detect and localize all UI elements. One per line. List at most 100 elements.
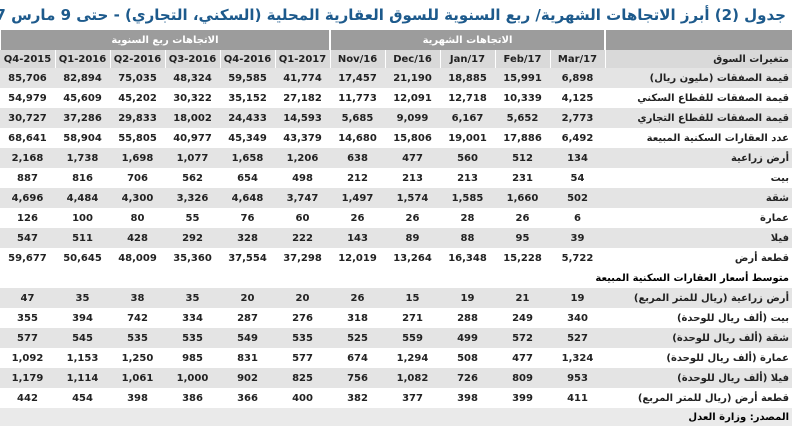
cell-value: 59,677 xyxy=(0,248,55,268)
table-body: قيمة الصفقات (مليون ريال) 6,898 15,991 18,8… xyxy=(0,68,792,426)
cell-value: 377 xyxy=(385,388,440,408)
cell-value: 126 xyxy=(0,208,55,228)
cell-value: 6,898 xyxy=(550,68,605,88)
cell-value: 26 xyxy=(330,208,385,228)
cell-value: 887 xyxy=(0,168,55,188)
cell-value: 287 xyxy=(220,308,275,328)
cell-value: 271 xyxy=(385,308,440,328)
cell-value: 398 xyxy=(110,388,165,408)
cell-value: 535 xyxy=(275,328,330,348)
cell-value: 85,706 xyxy=(0,68,55,88)
cell-value: 535 xyxy=(165,328,220,348)
cell-value: 428 xyxy=(110,228,165,248)
cell-value: 35 xyxy=(165,288,220,308)
row-label: فيلا (ألف ريال للوحدة) xyxy=(605,368,792,388)
data-row: قيمة الصفقات (مليون ريال) 6,898 15,991 18,8… xyxy=(0,68,792,88)
cell-value: 2,773 xyxy=(550,108,605,128)
cell-value: 638 xyxy=(330,148,385,168)
cell-value: 3,326 xyxy=(165,188,220,208)
cell-value: 11,773 xyxy=(330,88,385,108)
data-row: بيت (ألف ريال للوحدة) 340 249 288 271 318 276 2… xyxy=(0,308,792,328)
row-label: قيمة الصفقات للقطاع التجاري xyxy=(605,108,792,128)
blank-header xyxy=(604,30,792,50)
cell-value: 26 xyxy=(330,288,385,308)
cell-value: 545 xyxy=(55,328,110,348)
cell-value: 399 xyxy=(495,388,550,408)
cell-value: 26 xyxy=(495,208,550,228)
row-label: شقة xyxy=(605,188,792,208)
row-label: عمارة xyxy=(605,208,792,228)
cell-value: 477 xyxy=(495,348,550,368)
cell-value: 37,554 xyxy=(220,248,275,268)
column-header: 2017-Q1 xyxy=(274,50,330,68)
cell-value: 27,182 xyxy=(275,88,330,108)
cell-value: 249 xyxy=(495,308,550,328)
cell-value: 511 xyxy=(55,228,110,248)
column-header-row: متغيرات السوق Mar/17 Feb/17 Jan/17 Dec/16 No… xyxy=(0,50,792,68)
cell-value: 276 xyxy=(275,308,330,328)
cell-value: 318 xyxy=(330,308,385,328)
cell-value: 6,167 xyxy=(440,108,495,128)
cell-value: 498 xyxy=(275,168,330,188)
cell-value: 89 xyxy=(385,228,440,248)
section-row: متوسط أسعار العقارات السكنية المبيعة xyxy=(0,268,792,288)
cell-value: 6,492 xyxy=(550,128,605,148)
cell-value: 9,099 xyxy=(385,108,440,128)
cell-value: 1,324 xyxy=(550,348,605,368)
cell-value: 382 xyxy=(330,388,385,408)
cell-value: 477 xyxy=(385,148,440,168)
cell-value: 394 xyxy=(55,308,110,328)
cell-value: 4,300 xyxy=(110,188,165,208)
row-label: بيت xyxy=(605,168,792,188)
cell-value: 54 xyxy=(550,168,605,188)
cell-value: 756 xyxy=(330,368,385,388)
column-header: Dec/16 xyxy=(384,50,440,68)
cell-value: 953 xyxy=(550,368,605,388)
cell-value: 40,977 xyxy=(165,128,220,148)
cell-value: 1,000 xyxy=(165,368,220,388)
cell-value: 15,991 xyxy=(495,68,550,88)
cell-value: 1,061 xyxy=(110,368,165,388)
cell-value: 19 xyxy=(440,288,495,308)
data-row: أرض زراعية 134 512 560 477 638 1,206 1,658 1,077… xyxy=(0,148,792,168)
cell-value: 1,077 xyxy=(165,148,220,168)
row-label: أرض زراعية (ريال للمتر المربع) xyxy=(605,288,792,308)
cell-value: 2,168 xyxy=(0,148,55,168)
data-row: قطعة أرض (ريال للمتر المربع) 411 399 398 377… xyxy=(0,388,792,408)
section-title: متوسط أسعار العقارات السكنية المبيعة xyxy=(0,268,792,288)
column-header: Mar/17 xyxy=(549,50,605,68)
cell-value: 442 xyxy=(0,388,55,408)
cell-value: 726 xyxy=(440,368,495,388)
cell-value: 58,904 xyxy=(55,128,110,148)
cell-value: 5,722 xyxy=(550,248,605,268)
cell-value: 37,298 xyxy=(275,248,330,268)
cell-value: 20 xyxy=(275,288,330,308)
cell-value: 37,286 xyxy=(55,108,110,128)
cell-value: 3,747 xyxy=(275,188,330,208)
cell-value: 41,774 xyxy=(275,68,330,88)
cell-value: 80 xyxy=(110,208,165,228)
data-row: بيت 54 231 213 213 212 498 654 562 706 816 887 xyxy=(0,168,792,188)
cell-value: 328 xyxy=(220,228,275,248)
cell-value: 212 xyxy=(330,168,385,188)
row-label: قيمة الصفقات (مليون ريال) xyxy=(605,68,792,88)
source-row: المصدر: وزارة العدل xyxy=(0,408,792,426)
cell-value: 222 xyxy=(275,228,330,248)
cell-value: 654 xyxy=(220,168,275,188)
cell-value: 742 xyxy=(110,308,165,328)
cell-value: 17,457 xyxy=(330,68,385,88)
column-header: Feb/17 xyxy=(494,50,550,68)
cell-value: 4,696 xyxy=(0,188,55,208)
cell-value: 21 xyxy=(495,288,550,308)
cell-value: 454 xyxy=(55,388,110,408)
label-header: متغيرات السوق xyxy=(604,50,792,68)
cell-value: 143 xyxy=(330,228,385,248)
cell-value: 1,294 xyxy=(385,348,440,368)
data-row: عمارة (ألف ريال للوحدة) 1,324 477 508 1,294 6… xyxy=(0,348,792,368)
cell-value: 24,433 xyxy=(220,108,275,128)
data-row: عدد العقارات السكنية المبيعة 6,492 17,886 1… xyxy=(0,128,792,148)
cell-value: 292 xyxy=(165,228,220,248)
cell-value: 577 xyxy=(0,328,55,348)
cell-value: 28 xyxy=(440,208,495,228)
